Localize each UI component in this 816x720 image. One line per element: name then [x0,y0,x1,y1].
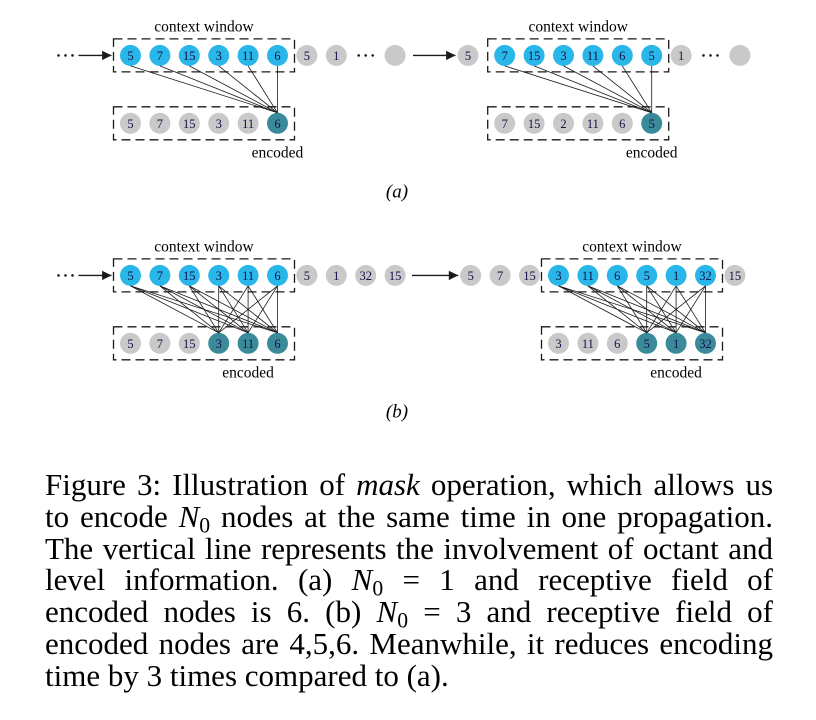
svg-text:encoded: encoded [650,364,702,381]
svg-text:7: 7 [157,49,163,63]
svg-text:7: 7 [502,49,508,63]
svg-text:5: 5 [304,269,310,283]
svg-text:3: 3 [560,49,566,63]
svg-text:5: 5 [649,117,655,131]
svg-text:15: 15 [729,269,742,283]
svg-text:15: 15 [183,49,196,63]
svg-text:11: 11 [587,117,599,131]
svg-text:6: 6 [274,117,280,131]
svg-text:3: 3 [216,337,222,351]
svg-text:context window: context window [582,238,682,255]
svg-text:context window: context window [528,18,628,35]
svg-text:(a): (a) [386,182,408,203]
svg-text:7: 7 [157,337,163,351]
svg-text:11: 11 [242,117,254,131]
svg-text:15: 15 [523,269,536,283]
svg-text:11: 11 [242,49,254,63]
svg-text:7: 7 [157,269,163,283]
svg-text:6: 6 [614,269,620,283]
svg-text:5: 5 [644,269,650,283]
svg-text:encoded: encoded [222,364,274,381]
svg-text:11: 11 [242,337,254,351]
svg-text:7: 7 [497,269,503,283]
svg-text:15: 15 [183,117,196,131]
svg-text:6: 6 [274,337,280,351]
svg-text:encoded: encoded [252,144,304,161]
svg-text:32: 32 [699,337,712,351]
svg-text:7: 7 [157,117,163,131]
svg-text:6: 6 [274,269,280,283]
svg-text:15: 15 [183,269,196,283]
svg-text:5: 5 [127,269,133,283]
svg-text:3: 3 [216,269,222,283]
svg-text:6: 6 [619,49,625,63]
svg-text:6: 6 [274,49,280,63]
svg-text:5: 5 [644,337,650,351]
svg-text:5: 5 [127,337,133,351]
svg-text:context window: context window [154,238,254,255]
svg-text:3: 3 [216,49,222,63]
svg-text:11: 11 [587,49,599,63]
svg-text:(b): (b) [386,402,408,423]
svg-text:1: 1 [678,49,684,63]
svg-text:15: 15 [183,337,196,351]
svg-text:3: 3 [216,117,222,131]
svg-text:15: 15 [389,269,402,283]
svg-text:1: 1 [673,337,679,351]
svg-text:3: 3 [555,337,561,351]
svg-text:11: 11 [582,269,594,283]
svg-text:1: 1 [333,269,339,283]
svg-text:5: 5 [465,49,471,63]
svg-text:2: 2 [560,117,566,131]
svg-text:5: 5 [127,49,133,63]
svg-text:5: 5 [127,117,133,131]
svg-text:7: 7 [502,117,508,131]
svg-text:32: 32 [359,269,372,283]
svg-text:5: 5 [304,49,310,63]
svg-text:11: 11 [582,337,594,351]
svg-text:5: 5 [649,49,655,63]
svg-text:6: 6 [619,117,625,131]
svg-text:32: 32 [699,269,712,283]
svg-text:encoded: encoded [626,144,678,161]
svg-text:context window: context window [154,18,254,35]
svg-text:11: 11 [242,269,254,283]
svg-text:15: 15 [528,49,541,63]
svg-text:5: 5 [468,269,474,283]
svg-text:6: 6 [614,337,620,351]
svg-text:3: 3 [555,269,561,283]
svg-text:1: 1 [333,49,339,63]
svg-text:15: 15 [528,117,541,131]
svg-text:1: 1 [673,269,679,283]
